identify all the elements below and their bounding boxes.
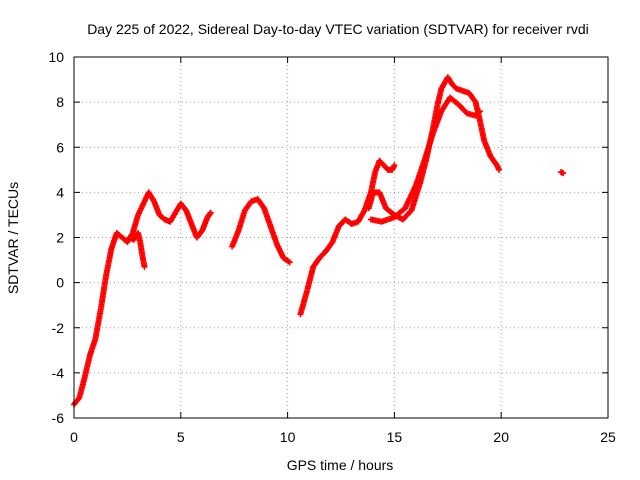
x-tick-label: 20 [493, 429, 509, 445]
y-tick-label: -4 [52, 365, 65, 381]
series-segment-3 [297, 157, 398, 318]
y-axis-label: SDTVAR / TECUs [5, 182, 21, 294]
series-segment-4 [558, 169, 567, 177]
series-segment-1-dip [126, 229, 148, 270]
y-tick-label: 8 [56, 94, 64, 110]
data-point [496, 166, 503, 173]
chart-title: Day 225 of 2022, Sidereal Day-to-day VTE… [87, 21, 589, 37]
data-point [141, 263, 148, 270]
y-tick-label: 2 [56, 230, 64, 246]
y-tick-label: 10 [48, 49, 64, 65]
data-point [391, 162, 398, 169]
data-point [475, 109, 482, 116]
y-tick-label: -2 [52, 320, 65, 336]
data-point [206, 210, 213, 217]
x-tick-label: 5 [177, 429, 185, 445]
y-tick-label: -6 [52, 410, 65, 426]
data-point [286, 259, 293, 266]
x-tick-label: 10 [280, 429, 296, 445]
axis-ticks: 0 5 10 15 20 25 -6 -4 -2 0 2 4 6 8 10 [48, 49, 616, 445]
x-tick-label: 0 [70, 429, 78, 445]
data-point [207, 209, 214, 216]
series-segment-3-lower [367, 94, 483, 225]
series-segment-3-loop [365, 74, 503, 223]
data-point [476, 108, 483, 115]
x-axis-label: GPS time / hours [287, 457, 394, 473]
y-tick-label: 0 [56, 275, 64, 291]
data-points [71, 74, 567, 408]
y-tick-label: 4 [56, 184, 64, 200]
x-tick-label: 25 [600, 429, 616, 445]
data-point [560, 170, 567, 177]
grid-lines [74, 57, 608, 418]
series-segment-2 [229, 196, 293, 266]
series-segment-1 [71, 189, 214, 408]
x-tick-label: 15 [387, 429, 403, 445]
y-tick-label: 6 [56, 139, 64, 155]
